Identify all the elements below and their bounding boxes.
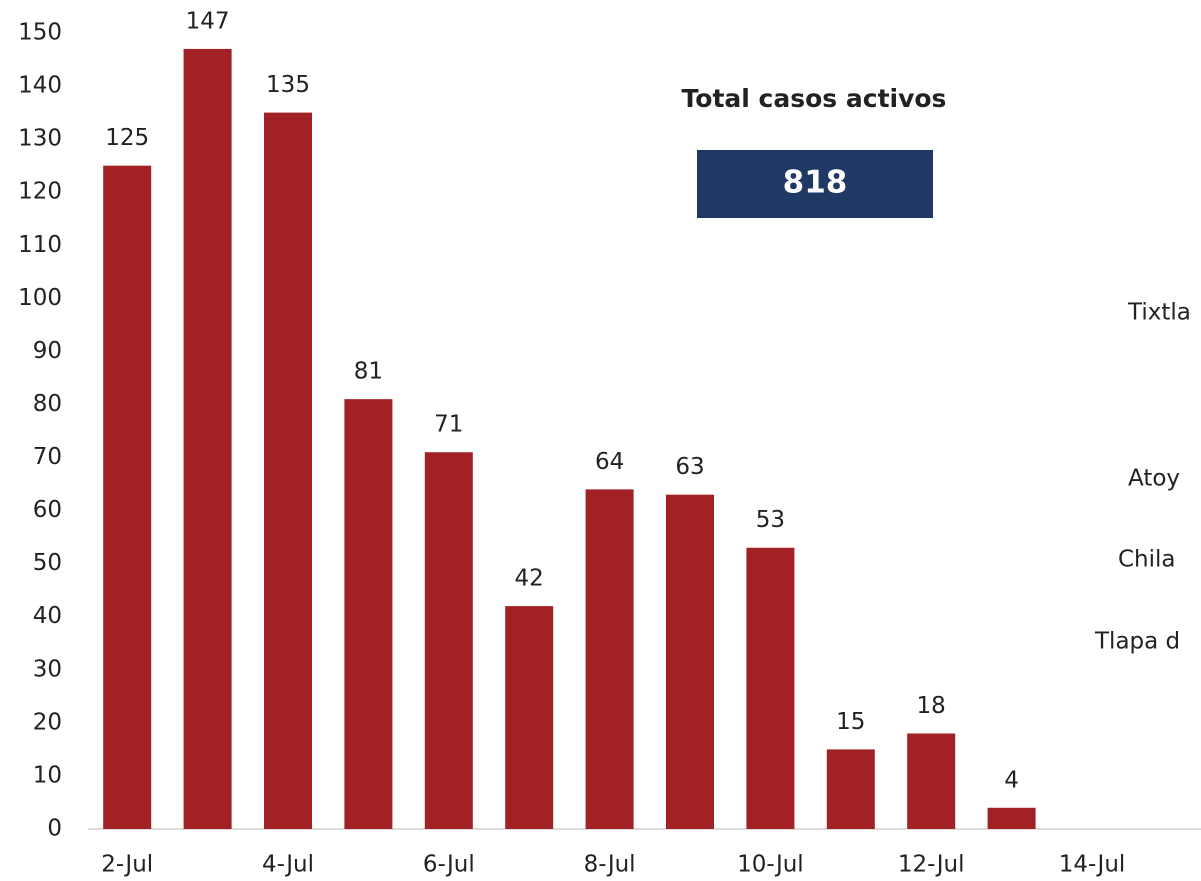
bar	[505, 606, 554, 829]
total-box	[697, 150, 933, 218]
total-value: 818	[783, 165, 848, 201]
side-label: Atoy	[1128, 466, 1180, 492]
y-tick-label: 120	[18, 179, 62, 205]
data-label: 71	[434, 412, 463, 438]
total-label: Total casos activos	[682, 84, 947, 113]
y-tick-label: 20	[33, 709, 62, 735]
bar	[826, 749, 875, 829]
bar	[183, 48, 232, 830]
side-label: Chila	[1118, 547, 1176, 573]
y-tick-label: 30	[33, 656, 62, 682]
y-tick-label: 110	[18, 232, 62, 258]
y-tick-label: 150	[18, 20, 62, 46]
y-tick-label: 50	[33, 550, 62, 576]
side-label: Tlapa d	[1094, 629, 1180, 655]
y-tick-label: 100	[18, 285, 62, 311]
x-tick-label: 6-Jul	[423, 852, 475, 878]
side-label: Tixtla	[1127, 300, 1191, 326]
y-tick-label: 90	[33, 338, 62, 364]
y-tick-label: 60	[33, 497, 62, 523]
x-tick-label: 12-Jul	[898, 852, 965, 878]
bar	[666, 494, 714, 829]
data-label: 42	[515, 566, 544, 592]
bar	[103, 165, 152, 829]
data-label: 63	[675, 454, 704, 480]
x-tick-label: 10-Jul	[737, 852, 804, 878]
data-label: 64	[595, 449, 624, 475]
bar	[907, 733, 956, 829]
y-tick-label: 70	[33, 444, 62, 470]
data-label: 135	[266, 72, 310, 98]
bar	[585, 489, 634, 829]
data-label: 53	[756, 507, 785, 533]
x-tick-label: 4-Jul	[262, 852, 314, 878]
data-label: 4	[1004, 767, 1019, 793]
data-label: 18	[917, 693, 946, 719]
y-tick-label: 140	[18, 73, 62, 99]
y-tick-label: 80	[33, 391, 62, 417]
y-tick-label: 0	[47, 816, 62, 842]
bar	[746, 547, 795, 829]
bar	[987, 807, 1036, 829]
bar	[344, 399, 393, 829]
y-tick-label: 130	[18, 126, 62, 152]
data-label: 15	[836, 709, 865, 735]
bar	[264, 112, 312, 830]
x-tick-label: 14-Jul	[1059, 852, 1126, 878]
y-tick-label: 10	[33, 762, 62, 788]
y-tick-label: 40	[33, 603, 62, 629]
data-label: 81	[354, 359, 383, 385]
data-label: 125	[105, 125, 149, 151]
x-tick-label: 2-Jul	[101, 852, 153, 878]
data-label: 147	[186, 8, 230, 34]
bar	[424, 452, 473, 829]
x-tick-label: 8-Jul	[584, 852, 636, 878]
